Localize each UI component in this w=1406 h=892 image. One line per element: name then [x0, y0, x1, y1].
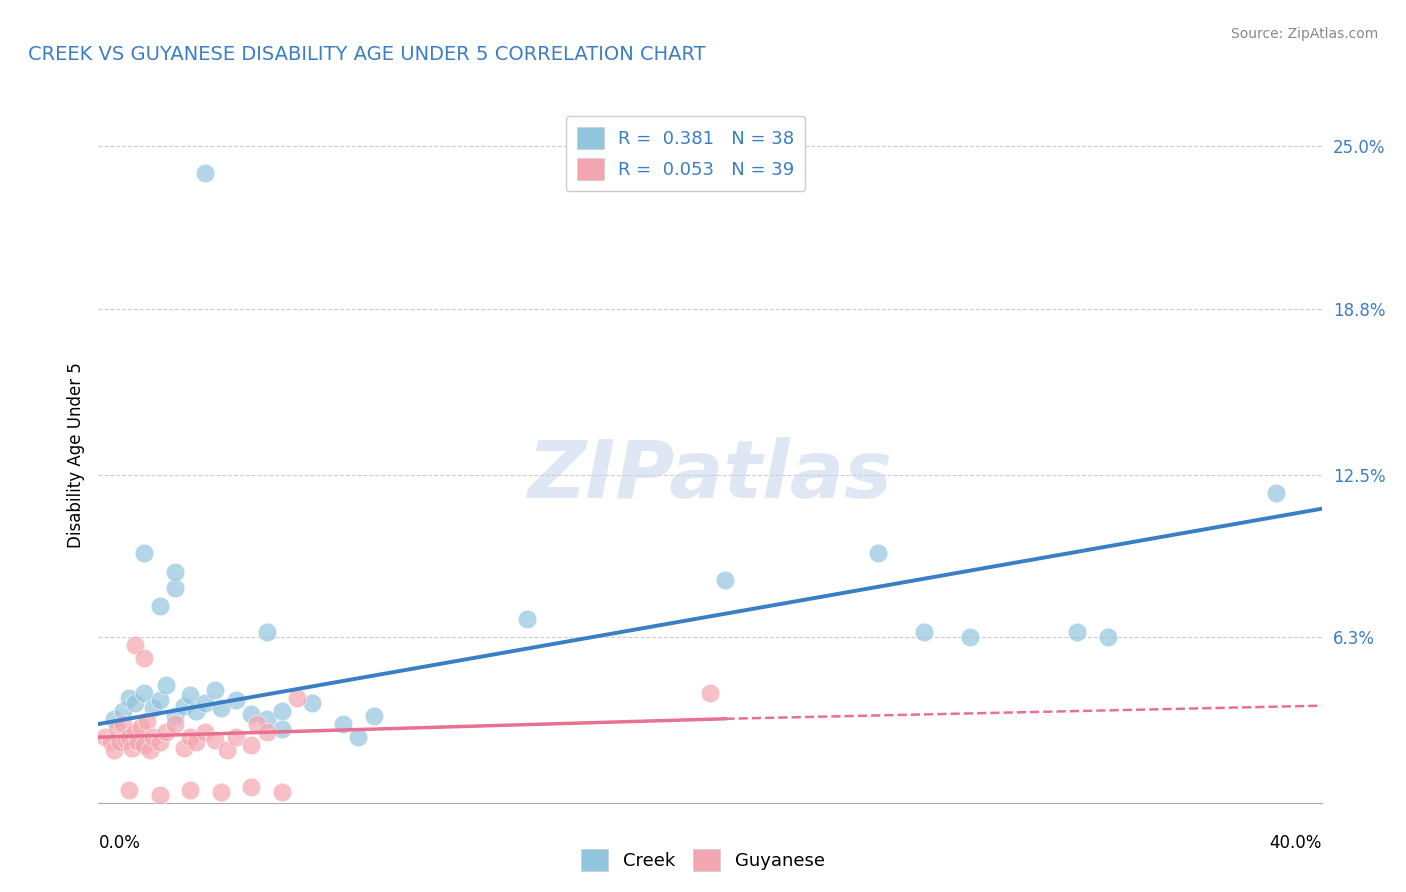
Point — [347, 730, 370, 744]
Point — [194, 696, 217, 710]
Point — [186, 704, 208, 718]
Point — [124, 638, 146, 652]
Point — [868, 546, 890, 560]
Point — [194, 166, 217, 180]
Point — [134, 546, 156, 560]
Point — [225, 693, 247, 707]
Point — [139, 743, 162, 757]
Point — [134, 738, 156, 752]
Point — [129, 720, 152, 734]
Point — [959, 631, 981, 645]
Point — [225, 730, 247, 744]
Point — [516, 612, 538, 626]
Point — [149, 735, 172, 749]
Point — [100, 735, 122, 749]
Point — [246, 717, 269, 731]
Point — [714, 573, 737, 587]
Point — [118, 782, 141, 797]
Point — [256, 712, 278, 726]
Point — [179, 688, 201, 702]
Point — [93, 730, 115, 744]
Point — [179, 730, 201, 744]
Point — [149, 693, 172, 707]
Point — [111, 717, 134, 731]
Point — [115, 732, 138, 747]
Point — [285, 690, 308, 705]
Point — [118, 690, 141, 705]
Point — [256, 725, 278, 739]
Text: 40.0%: 40.0% — [1270, 834, 1322, 852]
Point — [1097, 631, 1119, 645]
Point — [699, 685, 721, 699]
Point — [332, 717, 354, 731]
Point — [186, 735, 208, 749]
Point — [215, 743, 238, 757]
Point — [270, 785, 294, 799]
Point — [127, 735, 149, 749]
Point — [134, 685, 156, 699]
Point — [163, 717, 186, 731]
Text: 0.0%: 0.0% — [98, 834, 141, 852]
Point — [209, 785, 232, 799]
Point — [173, 698, 195, 713]
Point — [240, 780, 263, 794]
Point — [240, 738, 263, 752]
Point — [149, 788, 172, 802]
Point — [163, 565, 186, 579]
Point — [136, 714, 159, 729]
Point — [204, 732, 226, 747]
Point — [149, 599, 172, 613]
Point — [124, 696, 146, 710]
Point — [163, 709, 186, 723]
Point — [105, 723, 128, 737]
Point — [103, 743, 125, 757]
Point — [270, 723, 294, 737]
Point — [111, 704, 134, 718]
Point — [363, 709, 385, 723]
Point — [209, 701, 232, 715]
Text: CREEK VS GUYANESE DISABILITY AGE UNDER 5 CORRELATION CHART: CREEK VS GUYANESE DISABILITY AGE UNDER 5… — [28, 45, 706, 63]
Point — [121, 740, 143, 755]
Point — [155, 725, 177, 739]
Point — [142, 730, 165, 744]
Point — [118, 730, 141, 744]
Point — [173, 740, 195, 755]
Legend: R =  0.381   N = 38, R =  0.053   N = 39: R = 0.381 N = 38, R = 0.053 N = 39 — [565, 116, 806, 191]
Point — [163, 581, 186, 595]
Point — [142, 701, 165, 715]
Text: Source: ZipAtlas.com: Source: ZipAtlas.com — [1230, 27, 1378, 41]
Legend: Creek, Guyanese: Creek, Guyanese — [574, 842, 832, 879]
Point — [301, 696, 323, 710]
Point — [155, 678, 177, 692]
Y-axis label: Disability Age Under 5: Disability Age Under 5 — [66, 362, 84, 548]
Point — [912, 625, 935, 640]
Text: ZIPatlas: ZIPatlas — [527, 437, 893, 515]
Point — [194, 725, 217, 739]
Point — [108, 735, 131, 749]
Point — [240, 706, 263, 721]
Point — [179, 782, 201, 797]
Point — [103, 712, 125, 726]
Point — [124, 725, 146, 739]
Point — [204, 682, 226, 697]
Point — [256, 625, 278, 640]
Point — [270, 704, 294, 718]
Point — [1264, 486, 1286, 500]
Point — [134, 651, 156, 665]
Point — [1066, 625, 1088, 640]
